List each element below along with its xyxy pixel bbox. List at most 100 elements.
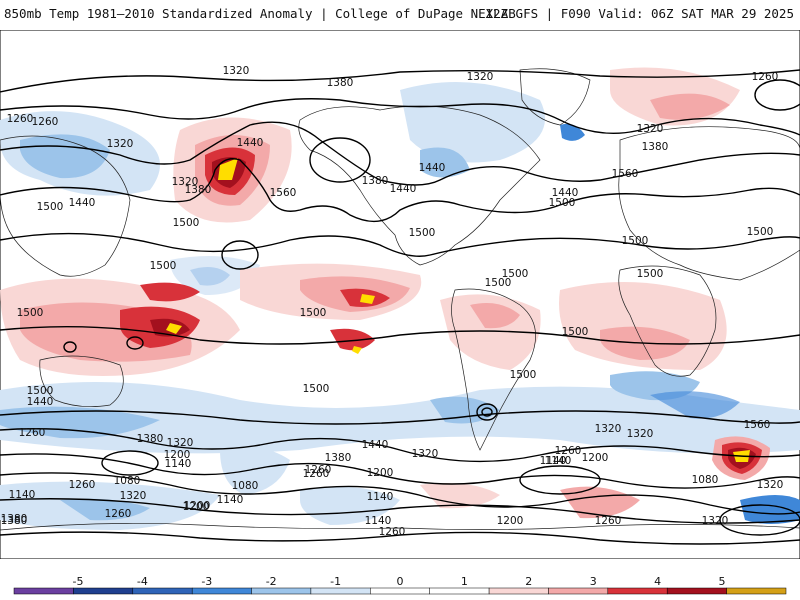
contour-label: 1200 [184,500,211,512]
contour-label: 1260 [595,515,622,527]
colorbar-segment [251,587,312,595]
contour-label: 1200 [164,449,191,461]
colorbar-segment [607,587,668,595]
contour-label: 1140 [545,455,572,467]
weather-map: 1320 1380 1320 1260 1260 1260 1320 1320 … [0,30,800,559]
colorbar-segment [73,587,134,595]
contour-label: 1260 [105,508,132,520]
colorbar-tick-label: 4 [654,575,661,588]
colorbar-segment [488,587,549,595]
contour-label: 1320 [757,479,784,491]
contour-label: 1380 [327,77,354,89]
contour-label: 1500 [485,277,512,289]
contour-label: 1320 [702,515,729,527]
contour-label: 1380 [325,452,352,464]
contour-label: 1320 [167,437,194,449]
colorbar-segment [666,587,727,595]
map-title: 850mb Temp 1981–2010 Standardized Anomal… [4,6,516,21]
contour-label: 1080 [114,475,141,487]
contour-label: 1200 [497,515,524,527]
contour-label: 1140 [540,455,567,467]
contour-label: 1140 [217,494,244,506]
contour-label: 1080 [232,480,259,492]
colorbar-tick-label: -1 [330,575,341,588]
contour-label: 1320 [120,490,147,502]
contour-label: 1080 [692,474,719,486]
contour-label: 1260 [752,71,779,83]
contour-label: 1380 [1,515,28,527]
colorbar-segment [429,587,490,595]
header: 850mb Temp 1981–2010 Standardized Anomal… [0,0,800,30]
contour-label: 1380 [362,175,389,187]
contour-label: 1440 [27,396,54,408]
colorbar-segment [310,587,371,595]
colorbar-tick-label: -2 [266,575,277,588]
contour-label: 1260 [19,427,46,439]
contour-label: 1140 [165,458,192,470]
colorbar-tick-label: -3 [201,575,212,588]
contour-label: 1560 [612,168,639,180]
contour-label: 1500 [17,307,44,319]
contour-label: 1320 [172,176,199,188]
contour-label: 1320 [627,428,654,440]
contour-label: 1320 [595,423,622,435]
contour-label: 1500 [549,197,576,209]
colorbar-segment [191,587,252,595]
contour-label: 1440 [552,187,579,199]
contour-label: 1260 [305,464,332,476]
anomaly-shading [0,67,800,530]
contour-labels: 1320 1380 1320 1260 1260 1260 1320 1320 … [1,65,784,538]
coastlines [0,68,800,531]
contour-label: 1200 [582,452,609,464]
contour-label: 1500 [27,385,54,397]
contour-label: 1200 [367,467,394,479]
contour-label: 1380 [137,433,164,445]
colorbar-segment [548,587,609,595]
contour-label: 1500 [747,226,774,238]
contour-label: 1320 [107,138,134,150]
contour-label: 1500 [300,307,327,319]
colorbar-tick-label: 5 [719,575,726,588]
contour-label: 1260 [7,113,34,125]
contour-label: 1380 [1,513,28,525]
colorbar-tick-label: 1 [461,575,468,588]
contour-label: 1500 [409,227,436,239]
colorbar-segment [370,587,430,595]
contour-label: 1500 [150,260,177,272]
colorbar-labels: -5 -4 -3 -2 -1 0 1 2 3 4 5 [73,575,726,588]
colorbar-segments [13,587,787,595]
contour-label: 1440 [362,439,389,451]
contour-label: 1500 [502,268,529,280]
anomaly-colorbar: -5 -4 -3 -2 -1 0 1 2 3 4 5 [13,575,787,595]
contour-label: 1200 [183,501,210,513]
contour-label: 1440 [237,137,264,149]
colorbar-tick-label: -4 [137,575,148,588]
colorbar-tick-label: 2 [525,575,532,588]
contour-label: 1500 [622,235,649,247]
run-valid-time: 12Z GFS | F090 Valid: 06Z SAT MAR 29 202… [485,6,794,21]
contour-label: 1380 [185,184,212,196]
contour-label: 1440 [69,197,96,209]
contour-label: 1440 [419,162,446,174]
contour-label: 1500 [303,383,330,395]
contour-label: 1320 [412,448,439,460]
contour-label: 1140 [9,489,36,501]
colorbar-segment [132,587,193,595]
colorbar-tick-label: -5 [73,575,84,588]
contour-label: 1500 [510,369,537,381]
contour-label: 1260 [555,445,582,457]
contour-label: 1260 [379,526,406,538]
colorbar-tick-label: 3 [590,575,597,588]
contour-label: 1140 [367,491,394,503]
colorbar-tick-label: 0 [397,575,404,588]
contour-label: 1500 [637,268,664,280]
contour-label: 1320 [637,123,664,135]
contour-label: 1560 [744,419,771,431]
contour-label: 1260 [32,116,59,128]
colorbar-segment [13,587,74,595]
contour-label: 1500 [562,326,589,338]
contour-label: 1500 [173,217,200,229]
contour-label: 1260 [69,479,96,491]
contour-label: 1500 [37,201,64,213]
height-contours [0,69,800,545]
